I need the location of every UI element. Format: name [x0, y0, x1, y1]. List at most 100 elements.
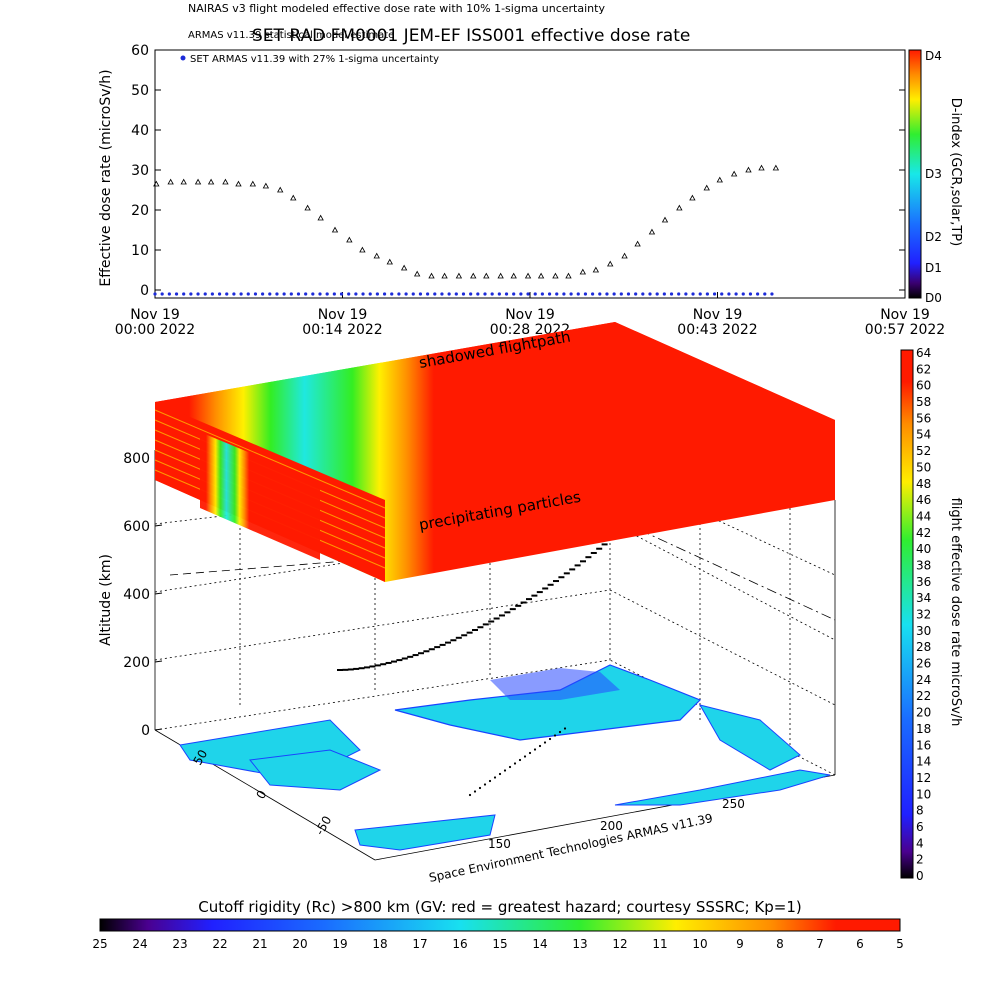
cutoff-ticks: 25 24 23 22 21 20 19 18 17 16 15 14 13 12 11 10 9 8 7 6 5	[92, 937, 903, 951]
cutoff-tick-label: 14	[532, 937, 547, 951]
cutoff-tick-label: 7	[816, 937, 824, 951]
d-index-tick-label: D3	[925, 167, 942, 181]
dose-rate-tick-label: 34	[916, 591, 931, 605]
model-estimate-point	[745, 166, 752, 173]
set-armas-point	[562, 292, 566, 296]
model-estimate-point	[428, 272, 435, 279]
model-estimate-point	[716, 176, 723, 183]
land-japan	[249, 749, 382, 791]
legend-series-2-marker	[180, 55, 186, 61]
set-armas-point	[748, 292, 753, 296]
series-set-armas	[153, 292, 774, 296]
altitude-tick-label: 0	[141, 723, 150, 739]
model-estimate-point	[470, 272, 477, 279]
model-estimate-point	[634, 240, 641, 247]
ground-track-point	[563, 727, 567, 730]
cutoff-tick-label: 17	[412, 937, 427, 951]
dose-rate-tick-label: 16	[916, 738, 931, 752]
dose-rate-tick-label: 36	[916, 575, 931, 589]
d-index-tick-label: D2	[925, 230, 942, 244]
model-estimate-point	[524, 272, 532, 279]
dose-rate-tick-label: 50	[916, 460, 931, 474]
set-armas-point	[275, 292, 279, 296]
cutoff-tick-label: 8	[776, 937, 784, 951]
set-armas-point	[619, 292, 623, 296]
series-model-estimate	[153, 164, 780, 279]
latitude-tick-label: 50	[190, 747, 210, 767]
model-estimate-point	[552, 272, 559, 279]
model-estimate-point	[758, 164, 765, 171]
set-armas-point	[612, 292, 616, 296]
model-estimate-point	[565, 272, 572, 279]
set-armas-point	[626, 292, 631, 296]
altitude-tick-label: 800	[123, 451, 150, 467]
set-armas-point	[469, 292, 473, 296]
model-estimate-point	[359, 246, 366, 253]
legend-series-2-label: SET ARMAS v11.39 with 27% 1-sigma uncert…	[190, 54, 439, 65]
set-armas-point	[641, 292, 645, 296]
set-armas-point	[770, 292, 774, 296]
set-armas-point	[705, 292, 709, 296]
model-estimate-point	[346, 236, 353, 243]
set-armas-point	[217, 292, 222, 296]
model-estimate-point	[180, 178, 187, 185]
y-tick-label: 40	[131, 123, 149, 139]
set-armas-point	[361, 292, 365, 296]
set-armas-point	[433, 292, 437, 296]
model-estimate-point	[262, 182, 270, 189]
dose-rate-tick-label: 62	[916, 362, 931, 376]
y-tick-label: 30	[131, 163, 149, 179]
altitude-tick	[154, 660, 163, 663]
set-armas-point	[555, 292, 559, 296]
dose-rate-bar	[900, 349, 914, 879]
cutoff-tick-label: 19	[332, 937, 347, 951]
set-armas-point	[375, 292, 379, 296]
set-armas-point	[763, 292, 767, 296]
cutoff-tick-label: 22	[212, 937, 227, 951]
dose-rate-tick-label: 0	[916, 869, 924, 883]
set-armas-point	[691, 292, 695, 296]
set-armas-point	[182, 292, 186, 296]
dose-rate-tick-label: 44	[916, 509, 931, 523]
ground-track-point	[543, 741, 547, 744]
set-armas-point	[411, 292, 415, 296]
set-armas-point	[461, 292, 466, 296]
model-estimate-point	[689, 194, 696, 201]
plot-frame	[154, 49, 906, 299]
model-estimate-point	[249, 180, 257, 187]
dose-rate-tick-label: 56	[916, 411, 931, 425]
model-estimate-point	[772, 164, 780, 171]
set-armas-point	[634, 292, 638, 296]
d-index-colorbar: D0 D1 D2 D3 D4 D-index (GCR,solar,TP)	[908, 49, 963, 305]
y-ticks: 0 10 20 30 40 50 60	[131, 43, 905, 299]
dose-rate-tick-label: 8	[916, 804, 924, 818]
model-estimate-point	[592, 266, 600, 273]
y-tick-label: 50	[131, 83, 149, 99]
set-armas-point	[253, 292, 258, 296]
dose-rate-tick-label: 14	[916, 755, 931, 769]
cutoff-tick-label: 6	[856, 937, 864, 951]
set-armas-point	[655, 292, 659, 296]
y-tick-label: 0	[140, 283, 149, 299]
dose-rate-tick-label: 6	[916, 820, 924, 834]
set-armas-point	[533, 292, 537, 296]
model-estimate-point	[167, 178, 174, 185]
set-armas-point	[648, 292, 652, 296]
ground-track-point	[523, 755, 527, 758]
set-armas-point	[504, 292, 509, 296]
model-estimate-point	[235, 180, 242, 187]
dose-rate-tick-label: 20	[916, 706, 931, 720]
model-estimate-point	[386, 258, 393, 265]
ground-track-point	[518, 758, 522, 762]
set-armas-point	[490, 292, 494, 296]
ground-track-point	[513, 762, 517, 765]
set-armas-point	[404, 292, 408, 296]
dose-rate-colorbar-label: flight effective dose rate microSv/h	[948, 498, 963, 727]
dose-rate-tick-label: 2	[916, 853, 924, 867]
dose-rate-tick-label: 42	[916, 526, 931, 540]
dose-rate-tick-label: 24	[916, 673, 931, 687]
set-armas-point	[282, 292, 286, 296]
altitude-tick	[154, 728, 163, 731]
